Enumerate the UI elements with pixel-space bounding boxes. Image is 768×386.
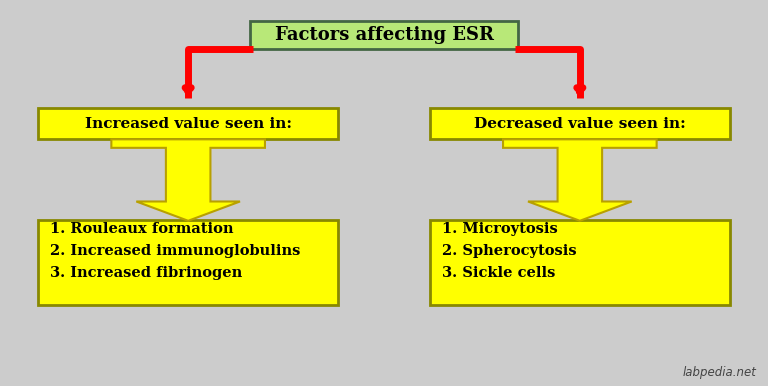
FancyBboxPatch shape <box>38 220 338 305</box>
Text: 1. Rouleaux formation
2. Increased immunoglobulins
3. Increased fibrinogen: 1. Rouleaux formation 2. Increased immun… <box>50 222 300 279</box>
Polygon shape <box>503 139 657 221</box>
Text: Increased value seen in:: Increased value seen in: <box>84 117 292 130</box>
Text: Decreased value seen in:: Decreased value seen in: <box>474 117 686 130</box>
FancyBboxPatch shape <box>250 21 518 49</box>
FancyBboxPatch shape <box>38 108 338 139</box>
Polygon shape <box>111 139 265 221</box>
FancyBboxPatch shape <box>430 108 730 139</box>
FancyBboxPatch shape <box>430 220 730 305</box>
Text: 1. Microytosis
2. Spherocytosis
3. Sickle cells: 1. Microytosis 2. Spherocytosis 3. Sickl… <box>442 222 576 279</box>
Text: labpedia.net: labpedia.net <box>683 366 756 379</box>
Text: Factors affecting ESR: Factors affecting ESR <box>274 26 494 44</box>
